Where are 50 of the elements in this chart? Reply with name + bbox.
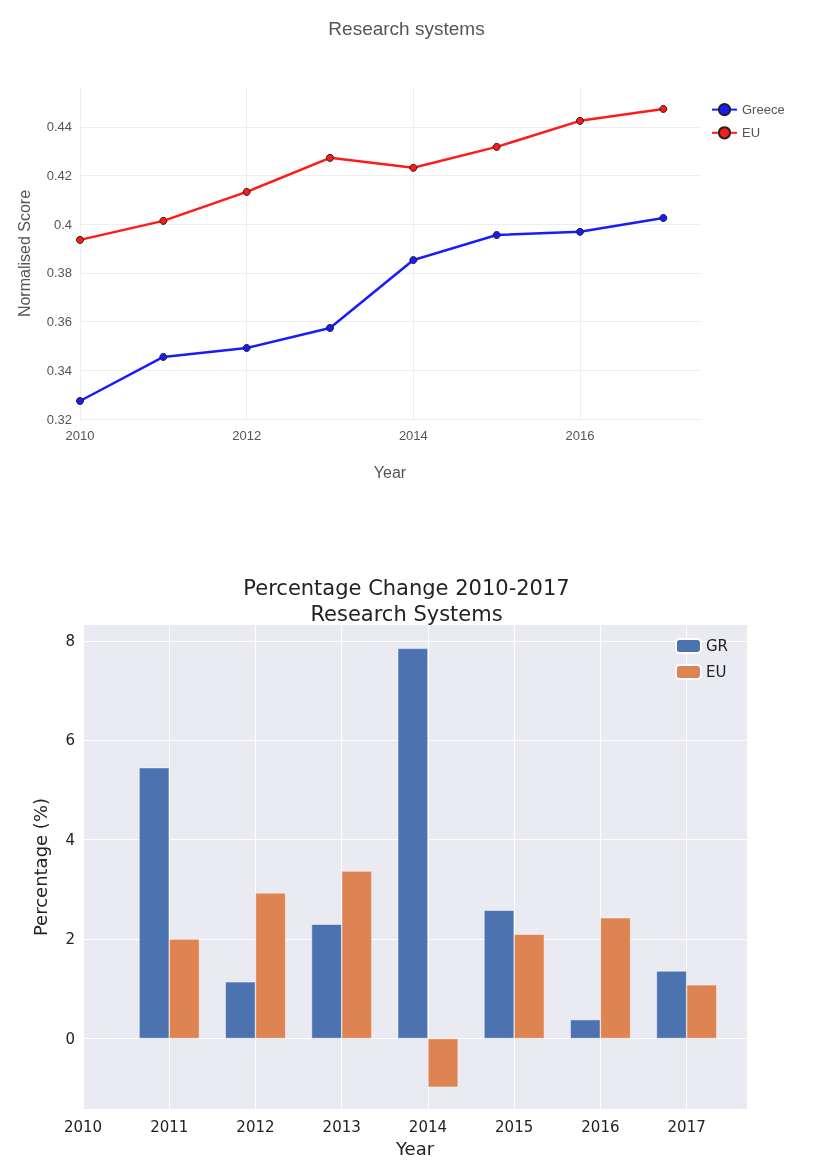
y-tick-label: 0.34: [46, 362, 72, 378]
x-axis-title: Year: [373, 463, 407, 481]
point: [242, 343, 251, 352]
y-tick-label: 0: [65, 1029, 75, 1048]
x-tick-label: 2014: [398, 428, 428, 443]
y-tick-label: 0.44: [46, 119, 72, 135]
legend-label: GR: [705, 637, 728, 655]
y-tick-label: 6: [65, 731, 75, 750]
point: [76, 235, 84, 244]
point: [76, 396, 84, 405]
chart-title: Percentage Change 2010-2017 Research Systems: [243, 576, 570, 626]
y-tick-label: 0.38: [46, 265, 72, 281]
chart-title: Research systems: [328, 17, 485, 39]
legend-label: Greece: [742, 102, 785, 118]
x-tick-label: 2015: [495, 1117, 534, 1136]
y-tick-label: 2: [65, 930, 75, 949]
point: [326, 323, 334, 332]
x-tick-label: 2011: [150, 1117, 189, 1136]
x-tick-label: 2013: [322, 1117, 361, 1136]
y-tick-label: 0.32: [46, 411, 72, 427]
point: [409, 256, 418, 265]
y-tick-label: 0.36: [46, 314, 72, 330]
point: [492, 142, 501, 151]
point: [409, 163, 418, 172]
x-tick-label: 2014: [408, 1117, 448, 1136]
x-tick-label: 2010: [65, 428, 95, 443]
x-tick-label: 2012: [232, 428, 262, 443]
x-tick-label: 2016: [581, 1117, 620, 1136]
point: [659, 213, 668, 222]
legend-label: EU: [705, 663, 727, 681]
point: [326, 153, 334, 162]
y-tick-label: 4: [65, 830, 75, 849]
x-tick-label: 2016: [565, 428, 595, 443]
x-axis-title: Year: [394, 1137, 435, 1159]
y-tick-label: 8: [65, 631, 75, 650]
y-axis-title: Normalised Score: [15, 189, 33, 318]
y-tick-label: 0.42: [46, 168, 72, 184]
legend-label: EU: [742, 125, 761, 141]
point: [492, 231, 501, 239]
point: [242, 187, 251, 196]
x-tick-label: 2017: [667, 1117, 706, 1136]
y-tick-label: 0.4: [53, 216, 72, 232]
x-tick-label: 2012: [236, 1117, 275, 1136]
point: [159, 352, 168, 361]
point: [159, 216, 168, 225]
x-tick-label: 2010: [63, 1117, 103, 1136]
point: [659, 104, 668, 113]
point: [576, 227, 584, 236]
y-axis-title: Percentage (%): [29, 797, 51, 937]
point: [576, 116, 584, 125]
